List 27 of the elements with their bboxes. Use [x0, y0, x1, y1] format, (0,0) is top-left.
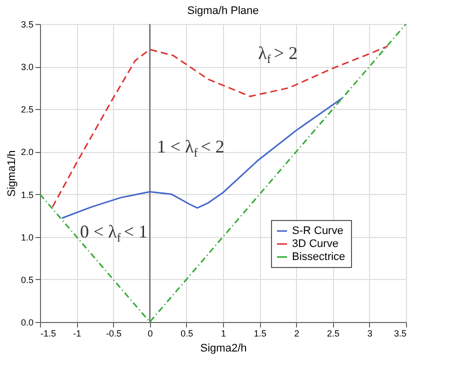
chart-title: Sigma/h Plane: [187, 5, 259, 17]
y-tick-label: 3.0: [20, 62, 34, 72]
legend-label: 3D Curve: [292, 238, 338, 250]
x-tick-label: -0.5: [106, 328, 122, 338]
legend-label: S-R Curve: [292, 225, 344, 237]
x-tick-label: 0.5: [180, 328, 194, 338]
x-axis-title: Sigma2/h: [200, 342, 247, 354]
y-tick-label: 1.0: [20, 232, 34, 242]
y-tick-label: 0.5: [20, 274, 34, 285]
x-tick-label: 0: [148, 328, 153, 338]
y-tick-label: 2.0: [20, 147, 34, 158]
x-tick-label: 1: [220, 328, 226, 338]
x-tick-label: 2.5: [327, 328, 340, 338]
x-tick-label: 1.5: [254, 328, 266, 338]
x-tick-label: 3.5: [394, 328, 406, 338]
y-tick-label: 2.5: [20, 104, 34, 115]
x-tick-label: 3: [367, 328, 372, 338]
x-tick-label: -1: [73, 328, 82, 338]
y-tick-label: 0.0: [20, 318, 34, 328]
y-axis-title: Sigma1/h: [6, 150, 18, 197]
line-series: [52, 45, 388, 208]
line-series: [61, 97, 344, 219]
x-tick-label: 2: [294, 328, 300, 338]
y-tick-label: 3.5: [20, 20, 34, 30]
legend-label: Bissectrice: [292, 251, 346, 263]
y-tick-label: 1.5: [20, 190, 34, 200]
x-tick-label: -1.5: [40, 328, 56, 338]
